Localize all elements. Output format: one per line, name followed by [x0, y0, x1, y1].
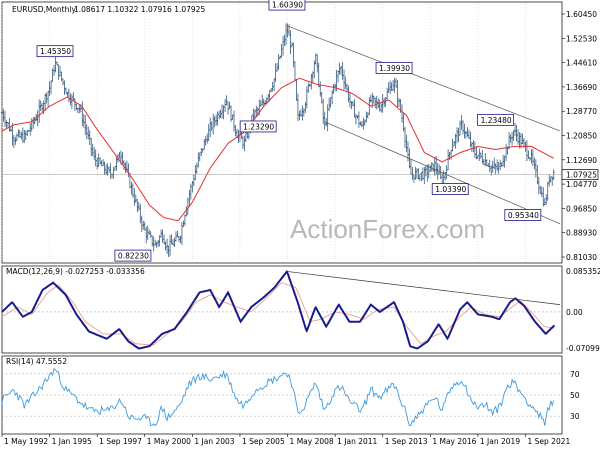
main-title: EURUSD,Monthly — [12, 5, 76, 14]
x-tick-label: 1 May 2000 — [147, 437, 191, 446]
annotation-box — [239, 120, 277, 133]
price-annotation: 1.45350 — [36, 45, 74, 58]
moving-average-line — [1, 77, 554, 222]
annotation-box — [375, 62, 413, 74]
annotation-box — [477, 113, 515, 126]
last-price-label: 1.07925 — [566, 171, 597, 180]
x-tick-label: 1 May 2008 — [290, 437, 334, 446]
rsi-y-tick-label: 30 — [570, 412, 580, 421]
price-annotation: 1.23480 — [477, 113, 515, 126]
y-tick-label: 0.96850 — [566, 204, 597, 213]
main-series: 1.60390 1.45350 1.39930 1.23290 1.23480 1.033… — [0, 0, 562, 262]
ohlc-header: 1.08617 1.10322 1.07916 1.07925 — [74, 5, 205, 14]
macd-trendline — [286, 271, 561, 305]
x-tick-label: 1 Sep 1997 — [99, 437, 142, 446]
annotation-label: 1.23480 — [481, 116, 512, 125]
x-tick-label: 1 Jan 2019 — [480, 437, 520, 446]
annotation-label: 1.60390 — [272, 1, 303, 10]
annotation-box — [114, 249, 152, 262]
x-tick-label: 1 Sep 2005 — [242, 437, 285, 446]
channel-lower-line — [324, 121, 561, 225]
price-annotation: 0.82230 — [114, 249, 152, 262]
x-tick-label: 1 Jan 2003 — [194, 437, 234, 446]
macd-y-tick-label: 0.085352 — [566, 267, 600, 276]
x-tick-label: 1 Sep 2013 — [385, 437, 428, 446]
price-annotation: 1.39930 — [375, 62, 413, 74]
y-tick-label: 1.20850 — [566, 132, 597, 141]
price-annotation: 1.23290 — [239, 120, 277, 133]
rsi-series — [1, 367, 562, 427]
macd-signal-line — [1, 282, 555, 346]
rsi-title: RSI(14) 47.5552 — [6, 357, 67, 366]
x-tick-label: 1 Jan 2011 — [337, 437, 377, 446]
annotation-label: 1.23290 — [243, 122, 274, 131]
price-annotation: 0.95340 — [504, 209, 542, 221]
annotation-label: 0.95340 — [508, 211, 539, 220]
macd-y-tick-label: -0.07099 — [566, 344, 600, 353]
axes: 1.60450 1.52530 1.44610 1.36690 1.28770 1.208… — [1, 10, 600, 446]
annotation-box — [268, 0, 306, 11]
annotation-label: 1.45350 — [40, 47, 71, 56]
x-tick-label: 1 Jan 1995 — [52, 437, 92, 446]
rsi-y-tick-label: 50 — [570, 391, 580, 400]
macd-line — [1, 269, 556, 350]
annotation-label: 1.39930 — [379, 64, 410, 73]
last-price-tag — [561, 169, 599, 180]
x-tick-label: 1 May 2016 — [432, 437, 476, 446]
x-tick-label: 1 Sep 2021 — [528, 437, 571, 446]
rsi-y-tick-label: 70 — [570, 370, 580, 379]
watermark: ActionForex.com — [290, 214, 485, 244]
ohlc-bars — [0, 23, 555, 258]
x-tick-label: 1 May 1992 — [4, 437, 48, 446]
rsi-line — [1, 367, 555, 427]
price-annotation: 1.60390 — [268, 0, 306, 11]
annotation-label: 1.03390 — [435, 185, 466, 194]
macd-title: MACD(12,26,9) -0.027253 -0.033356 — [6, 267, 145, 276]
y-tick-label: 1.28770 — [566, 107, 597, 116]
channel-upper-line — [286, 25, 561, 132]
y-tick-label: 0.81030 — [566, 253, 597, 262]
price-annotation: 1.03390 — [431, 183, 469, 195]
annotation-box — [431, 183, 469, 195]
macd-y-tick-label: 0.00 — [566, 308, 583, 317]
y-tick-label: 1.04770 — [566, 180, 597, 189]
y-tick-label: 0.88930 — [566, 229, 597, 238]
y-tick-label: 1.44610 — [566, 59, 597, 68]
annotation-box — [504, 209, 542, 221]
y-tick-label: 1.36690 — [566, 83, 597, 92]
y-tick-label: 1.60450 — [566, 10, 597, 19]
annotation-box — [36, 45, 74, 58]
macd-series — [1, 269, 562, 350]
y-tick-label: 1.12690 — [566, 156, 597, 165]
annotation-label: 0.82230 — [118, 252, 149, 261]
y-tick-label: 1.52530 — [566, 34, 597, 43]
